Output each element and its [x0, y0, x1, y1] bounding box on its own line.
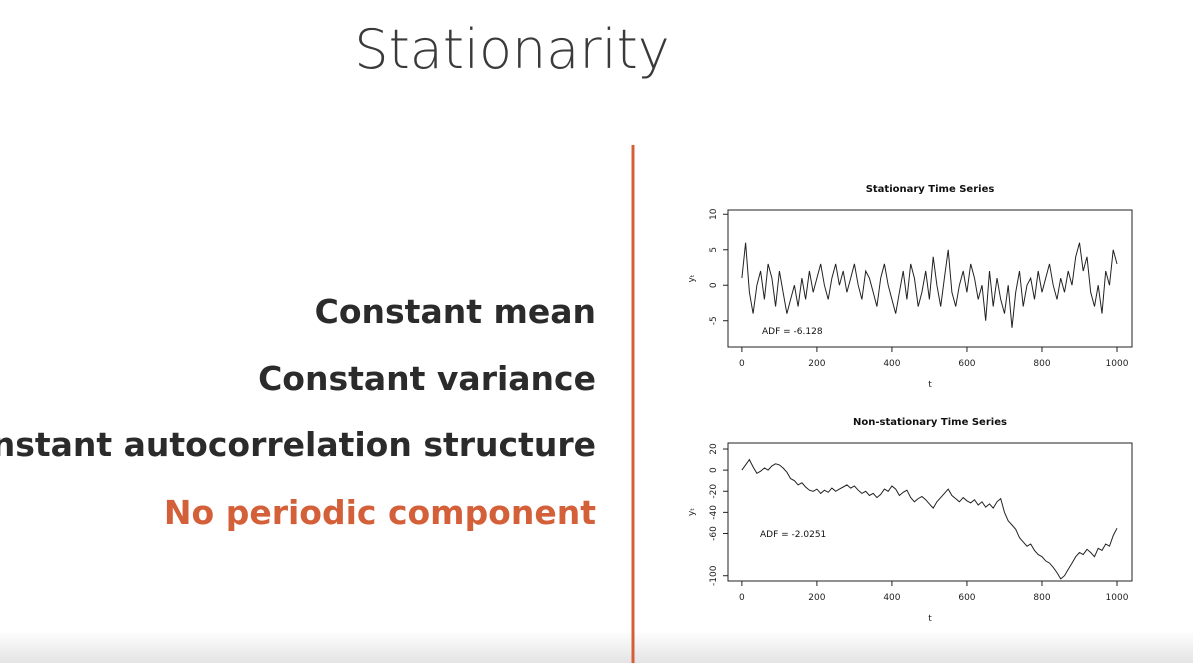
y-axis-label: yₜ	[687, 508, 697, 516]
y-tick-label: -60	[709, 526, 719, 541]
x-tick-label: 400	[883, 593, 900, 603]
series-line	[741, 242, 1118, 328]
plot-frame	[727, 442, 1133, 582]
x-tick-label: 0	[739, 593, 745, 603]
y-tick-label: 10	[709, 208, 719, 220]
y-tick-label: 5	[709, 247, 719, 253]
x-tick-label: 0	[739, 359, 745, 369]
point: No periodic component	[164, 493, 596, 532]
x-tick-label: 200	[808, 359, 825, 369]
x-axis-label: t	[928, 380, 932, 390]
plot-frame	[727, 209, 1133, 348]
y-tick-label: 0	[709, 282, 719, 288]
x-tick-label: 1000	[1106, 593, 1129, 603]
y-tick-label: 0	[709, 467, 719, 473]
x-tick-label: 200	[808, 593, 825, 603]
y-tick-label: -5	[709, 316, 719, 325]
series-line	[741, 458, 1118, 580]
y-tick-label: -40	[709, 505, 719, 520]
x-axis-label: t	[928, 614, 932, 624]
bottom-shade	[0, 630, 1193, 663]
x-tick-label: 400	[883, 359, 900, 369]
x-tick-label: 1000	[1106, 359, 1129, 369]
annotation: ADF = -6.128	[762, 327, 823, 337]
x-tick-label: 800	[1033, 593, 1050, 603]
x-tick-label: 800	[1033, 359, 1050, 369]
point: Constant mean	[315, 292, 596, 331]
chart-title: Non-stationary Time Series	[853, 417, 1007, 428]
y-tick-label: 20	[709, 443, 719, 455]
x-tick-label: 600	[958, 359, 975, 369]
point: Constant variance	[258, 359, 596, 398]
y-tick-label: -20	[709, 484, 719, 499]
chart-title: Stationary Time Series	[866, 184, 995, 195]
slide-title: Stationarity	[354, 18, 669, 81]
y-axis-label: yₜ	[687, 274, 697, 282]
x-tick-label: 600	[958, 593, 975, 603]
annotation: ADF = -2.0251	[760, 530, 826, 540]
y-tick-label: -100	[709, 565, 719, 586]
point: Constant autocorrelation structure	[0, 425, 596, 464]
